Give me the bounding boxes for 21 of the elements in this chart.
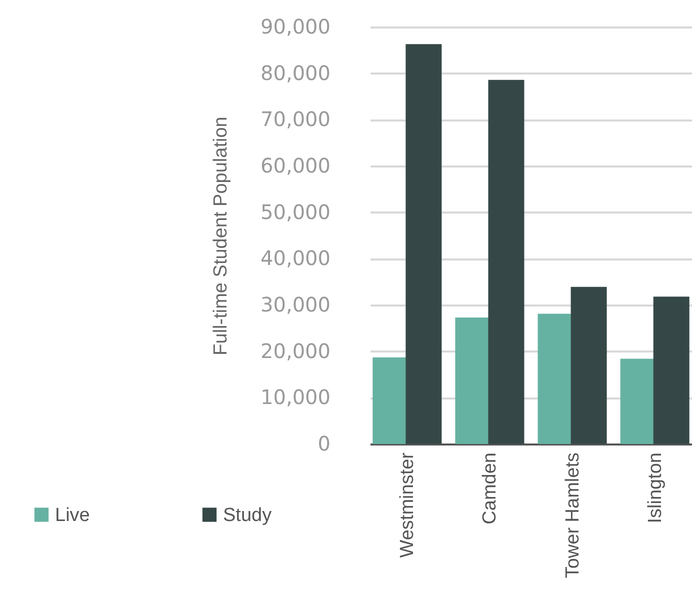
- y-tick-label: 20,000: [260, 338, 330, 363]
- y-tick-label: 50,000: [260, 200, 330, 224]
- y-tick-label: 40,000: [260, 246, 330, 270]
- bar: [653, 296, 690, 444]
- bar: [570, 286, 607, 444]
- legend-label: Study: [223, 504, 272, 526]
- x-tick-label: Camden: [480, 452, 501, 524]
- x-tick-label: Islington: [644, 452, 666, 524]
- bar: [488, 80, 524, 444]
- x-tick-label: Westminster: [397, 452, 418, 558]
- y-axis-title: Full-time Student Population: [210, 116, 232, 356]
- x-tick-label: Tower Hamlets: [562, 452, 584, 578]
- y-tick-label: 30,000: [260, 292, 330, 316]
- y-tick-label: 60,000: [260, 154, 330, 178]
- y-tick-label: 80,000: [260, 60, 330, 85]
- y-tick-label: 0: [318, 432, 330, 456]
- y-tick-label: 90,000: [260, 14, 330, 38]
- y-tick-label: 70,000: [260, 107, 330, 132]
- y-tick-label: 10,000: [260, 385, 330, 410]
- bar: [406, 44, 442, 444]
- legend-label: Live: [55, 504, 90, 526]
